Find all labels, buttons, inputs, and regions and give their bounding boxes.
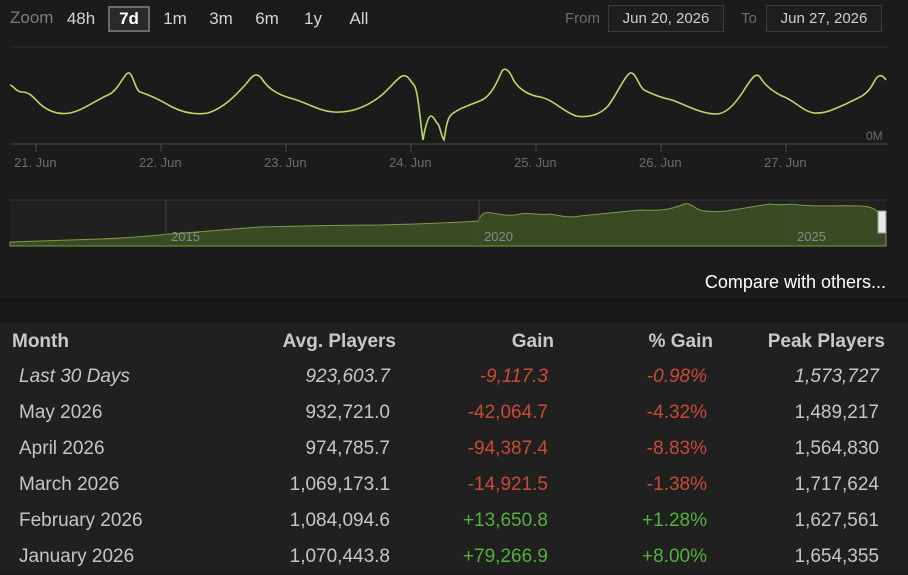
header-month[interactable]: Month — [12, 331, 69, 352]
peak-players-cell: 1,627,561 — [794, 510, 879, 531]
month-cell: February 2026 — [19, 510, 143, 531]
table-row: January 2026 1,070,443.8 +79,266.9 +8.00… — [0, 539, 908, 575]
to-label: To — [741, 10, 757, 27]
x-tick-label: 26. Jun — [639, 155, 682, 170]
pct-gain-cell: -8.83% — [646, 438, 707, 459]
month-cell: March 2026 — [19, 474, 120, 495]
monthly-stats-table: Month Avg. Players Gain % Gain Peak Play… — [0, 298, 908, 572]
from-date-input[interactable] — [608, 5, 724, 32]
y-axis-label: 0M — [866, 129, 883, 143]
header-peak-players[interactable]: Peak Players — [767, 331, 885, 352]
navigator-handle[interactable] — [877, 210, 887, 234]
x-tick-label: 25. Jun — [514, 155, 557, 170]
avg-players-cell: 932,721.0 — [305, 402, 390, 423]
x-tick-label: 27. Jun — [764, 155, 807, 170]
avg-players-cell: 974,785.7 — [305, 438, 390, 459]
zoom-1m-button[interactable]: 1m — [163, 9, 187, 28]
zoom-label: Zoom — [10, 8, 54, 27]
peak-players-cell: 1,654,355 — [794, 546, 879, 567]
zoom-7d-button[interactable]: 7d — [108, 6, 150, 32]
players-line — [9, 68, 887, 142]
month-cell: April 2026 — [19, 438, 105, 459]
peak-players-cell: 1,564,830 — [794, 438, 879, 459]
table-row: Last 30 Days 923,603.7 -9,117.3 -0.98% 1… — [0, 359, 908, 395]
avg-players-cell: 923,603.7 — [305, 366, 390, 387]
gain-cell: -9,117.3 — [479, 366, 548, 387]
table-header: Month Avg. Players Gain % Gain Peak Play… — [0, 324, 908, 360]
header-avg-players[interactable]: Avg. Players — [282, 331, 396, 352]
navigator-area — [9, 203, 887, 247]
gain-cell: +13,650.8 — [462, 510, 548, 531]
player-count-chart: 0M 21. Jun 22. Jun 23. Jun 24. Jun 25. J… — [9, 46, 888, 247]
header-pct-gain[interactable]: % Gain — [648, 331, 713, 352]
pct-gain-cell: +1.28% — [642, 510, 707, 531]
table-row: May 2026 932,721.0 -42,064.7 -4.32% 1,48… — [0, 395, 908, 431]
pct-gain-cell: -0.98% — [646, 366, 707, 387]
zoom-6m-button[interactable]: 6m — [255, 9, 279, 28]
x-tick-label: 24. Jun — [389, 155, 432, 170]
pct-gain-cell: -1.38% — [646, 474, 707, 495]
compare-with-others-link[interactable]: Compare with others... — [704, 272, 886, 292]
gain-cell: -42,064.7 — [467, 402, 548, 423]
avg-players-cell: 1,084,094.6 — [289, 510, 390, 531]
x-axis-ticks: 21. Jun 22. Jun 23. Jun 24. Jun 25. Jun … — [14, 144, 807, 170]
chart-panel: Zoom 48h 7d 1m 3m 6m 1y All From To 0M 2… — [9, 5, 888, 292]
peak-players-cell: 1,717,624 — [794, 474, 879, 495]
to-date-input[interactable] — [766, 5, 882, 32]
zoom-all-button[interactable]: All — [349, 9, 369, 28]
pct-gain-cell: -4.32% — [646, 402, 707, 423]
table-row: April 2026 974,785.7 -94,387.4 -8.83% 1,… — [0, 431, 908, 467]
navigator-year-label: 2015 — [171, 229, 200, 244]
gain-cell: +79,266.9 — [462, 546, 548, 567]
header-gain[interactable]: Gain — [511, 331, 554, 352]
table-row: March 2026 1,069,173.1 -14,921.5 -1.38% … — [0, 467, 908, 503]
navigator-year-label: 2025 — [797, 229, 826, 244]
x-tick-label: 23. Jun — [264, 155, 307, 170]
peak-players-cell: 1,573,727 — [794, 366, 879, 387]
month-cell: May 2026 — [19, 402, 103, 423]
avg-players-cell: 1,069,173.1 — [289, 474, 390, 495]
x-tick-label: 21. Jun — [14, 155, 57, 170]
x-tick-label: 22. Jun — [139, 155, 182, 170]
zoom-3m-button[interactable]: 3m — [209, 9, 233, 28]
gain-cell: -14,921.5 — [467, 474, 548, 495]
navigator: 2015 2020 2025 — [9, 199, 887, 247]
peak-players-cell: 1,489,217 — [794, 402, 879, 423]
zoom-48h-button[interactable]: 48h — [66, 9, 96, 28]
month-cell: January 2026 — [19, 546, 135, 567]
avg-players-cell: 1,070,443.8 — [289, 546, 390, 567]
table-top-band — [0, 298, 908, 322]
gain-cell: -94,387.4 — [467, 438, 548, 459]
from-label: From — [565, 10, 600, 27]
pct-gain-cell: +8.00% — [642, 546, 707, 567]
zoom-1y-button[interactable]: 1y — [304, 9, 322, 28]
table-row: February 2026 1,084,094.6 +13,650.8 +1.2… — [0, 503, 908, 539]
navigator-year-label: 2020 — [484, 229, 513, 244]
month-cell: Last 30 Days — [19, 366, 130, 387]
